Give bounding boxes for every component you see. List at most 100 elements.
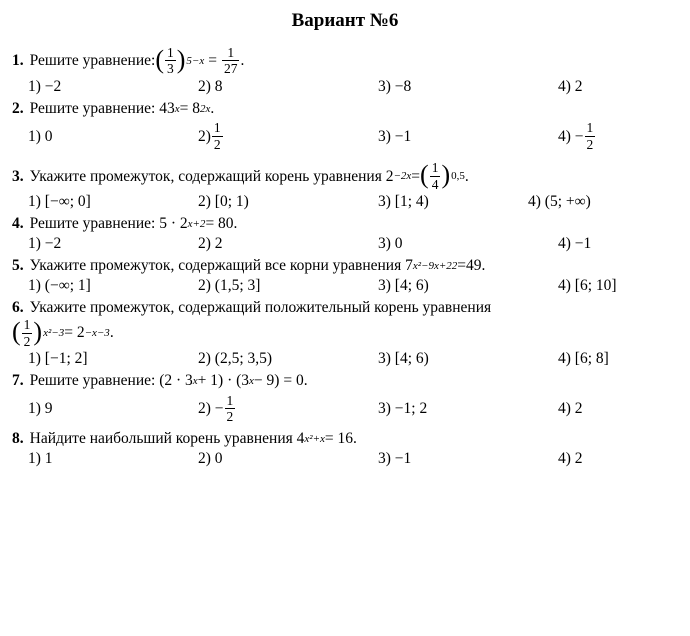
problem-3: 3. Укажите промежуток, содержащий корень… <box>12 161 678 211</box>
opt-2-4: 4) − 12 <box>558 121 596 151</box>
problem-2-num: 2. <box>12 100 24 118</box>
opt-6-1: 1) [−1; 2] <box>28 350 198 368</box>
problem-7-after: − 9) = 0. <box>254 372 308 390</box>
problem-7-mid: + 1) · (3 <box>198 372 249 390</box>
problem-6-line2: ( 12 ) x²−3 = 2 −x−3 . <box>12 318 678 348</box>
problem-2-after: . <box>210 100 214 118</box>
opt-3-4: 4) (5; +∞) <box>528 193 591 211</box>
opt-4-4: 4) −1 <box>558 235 591 253</box>
frac-neg-half: 12 <box>585 121 596 151</box>
problem-7-options: 1) 9 2) − 12 3) −1; 2 4) 2 <box>28 394 678 424</box>
lparen-3: ( <box>420 162 429 188</box>
opt-8-4: 4) 2 <box>558 450 583 468</box>
problem-2-stem: 2. Решите уравнение: 43 x = 8 2x . <box>12 100 678 118</box>
opt-7-2-pre: 2) − <box>198 400 224 418</box>
problem-3-options: 1) [−∞; 0] 2) [0; 1) 3) [1; 4) 4) (5; +∞… <box>28 193 678 211</box>
problem-1-num: 1. <box>12 52 24 70</box>
opt-4-2: 2) 2 <box>198 235 378 253</box>
problem-6-options: 1) [−1; 2] 2) (2,5; 3,5) 3) [4; 6) 4) [6… <box>28 350 678 368</box>
problem-8-stem: 8. Найдите наибольший корень уравнения 4… <box>12 430 678 448</box>
opt-1-4: 4) 2 <box>558 78 583 96</box>
opt-6-4: 4) [6; 8] <box>558 350 609 368</box>
opt-2-2: 2) 12 <box>198 121 378 151</box>
opt-7-3: 3) −1; 2 <box>378 400 558 418</box>
problem-8-text: Найдите наибольший корень уравнения 4 <box>30 430 305 448</box>
opt-5-3: 3) [4; 6) <box>378 277 558 295</box>
lparen-6: ( <box>12 319 21 345</box>
problem-5-after: =49. <box>457 257 485 275</box>
opt-1-1: 1) −2 <box>28 78 198 96</box>
frac-1-27: 127 <box>222 46 240 76</box>
rparen-3: ) <box>441 162 450 188</box>
problem-5-text: Укажите промежуток, содержащий все корни… <box>30 257 413 275</box>
problem-8: 8. Найдите наибольший корень уравнения 4… <box>12 430 678 468</box>
problem-3-text: Укажите промежуток, содержащий корень ур… <box>30 168 394 186</box>
opt-2-1: 1) 0 <box>28 128 198 146</box>
problem-3-stem: 3. Укажите промежуток, содержащий корень… <box>12 161 678 191</box>
problem-6-num: 6. <box>12 299 24 317</box>
problem-6-after: . <box>110 324 114 342</box>
opt-8-3: 3) −1 <box>378 450 558 468</box>
problem-3-mid: = <box>411 168 420 186</box>
problem-6: 6. Укажите промежуток, содержащий положи… <box>12 299 678 369</box>
opt-7-2: 2) − 12 <box>198 394 378 424</box>
problem-2-options: 1) 0 2) 12 3) −1 4) − 12 <box>28 121 678 151</box>
problem-4-num: 4. <box>12 215 24 233</box>
problem-2: 2. Решите уравнение: 43 x = 8 2x . 1) 0 … <box>12 100 678 152</box>
problem-5-options: 1) (−∞; 1] 2) (1,5; 3] 3) [4; 6) 4) [6; … <box>28 277 678 295</box>
problem-6-stem: 6. Укажите промежуток, содержащий положи… <box>12 299 678 317</box>
opt-5-4: 4) [6; 10] <box>558 277 617 295</box>
problem-4-text: Решите уравнение: 5 · 2 <box>30 215 188 233</box>
opt-6-2: 2) (2,5; 3,5) <box>198 350 378 368</box>
problem-1-text: Решите уравнение: <box>30 52 156 70</box>
period: . <box>240 52 244 70</box>
problem-2-text: Решите уравнение: 43 <box>30 100 175 118</box>
problem-6-text: Укажите промежуток, содержащий положител… <box>30 299 492 317</box>
problem-7-stem: 7. Решите уравнение: (2 · 3 x + 1) · (3 … <box>12 372 678 390</box>
rparen: ) <box>177 47 186 73</box>
problem-5-num: 5. <box>12 257 24 275</box>
problem-4-stem: 4. Решите уравнение: 5 · 2 x+2 = 80. <box>12 215 678 233</box>
opt-6-3: 3) [4; 6) <box>378 350 558 368</box>
problem-7: 7. Решите уравнение: (2 · 3 x + 1) · (3 … <box>12 372 678 424</box>
problem-2-mid: = 8 <box>180 100 200 118</box>
problem-4-options: 1) −2 2) 2 3) 0 4) −1 <box>28 235 678 253</box>
problem-3-num: 3. <box>12 168 24 186</box>
problem-8-num: 8. <box>12 430 24 448</box>
opt-1-2: 2) 8 <box>198 78 378 96</box>
opt-2-3: 3) −1 <box>378 128 558 146</box>
opt-3-2: 2) [0; 1) <box>198 193 378 211</box>
opt-3-3: 3) [1; 4) <box>378 193 528 211</box>
lparen: ( <box>155 47 164 73</box>
rparen-6: ) <box>33 319 42 345</box>
opt-4-3: 3) 0 <box>378 235 558 253</box>
eq: = <box>208 52 217 70</box>
opt-1-3: 3) −8 <box>378 78 558 96</box>
problem-1-stem: 1. Решите уравнение: ( 13 ) 5−x = 127 . <box>12 46 678 76</box>
problem-5-stem: 5. Укажите промежуток, содержащий все ко… <box>12 257 678 275</box>
frac-1-3: 13 <box>165 46 176 76</box>
opt-8-2: 2) 0 <box>198 450 378 468</box>
frac-half-6: 12 <box>22 318 33 348</box>
opt-4-1: 1) −2 <box>28 235 198 253</box>
opt-8-1: 1) 1 <box>28 450 198 468</box>
problem-8-options: 1) 1 2) 0 3) −1 4) 2 <box>28 450 678 468</box>
opt-5-1: 1) (−∞; 1] <box>28 277 198 295</box>
problem-6-mid: = 2 <box>64 324 84 342</box>
page-title: Вариант №6 <box>12 10 678 32</box>
opt-2-2-pre: 2) <box>198 128 211 146</box>
frac-1-4: 14 <box>430 161 441 191</box>
problem-1: 1. Решите уравнение: ( 13 ) 5−x = 127 . … <box>12 46 678 96</box>
frac-half: 12 <box>212 121 223 151</box>
problem-8-after: = 16. <box>325 430 357 448</box>
opt-7-1: 1) 9 <box>28 400 198 418</box>
problem-5: 5. Укажите промежуток, содержащий все ко… <box>12 257 678 295</box>
problem-7-num: 7. <box>12 372 24 390</box>
problem-3-after: . <box>465 168 469 186</box>
problem-7-text: Решите уравнение: (2 · 3 <box>30 372 193 390</box>
opt-3-1: 1) [−∞; 0] <box>28 193 198 211</box>
opt-7-4: 4) 2 <box>558 400 583 418</box>
frac-half-7: 12 <box>225 394 236 424</box>
problem-4-after: = 80. <box>205 215 237 233</box>
problem-1-options: 1) −2 2) 8 3) −8 4) 2 <box>28 78 678 96</box>
